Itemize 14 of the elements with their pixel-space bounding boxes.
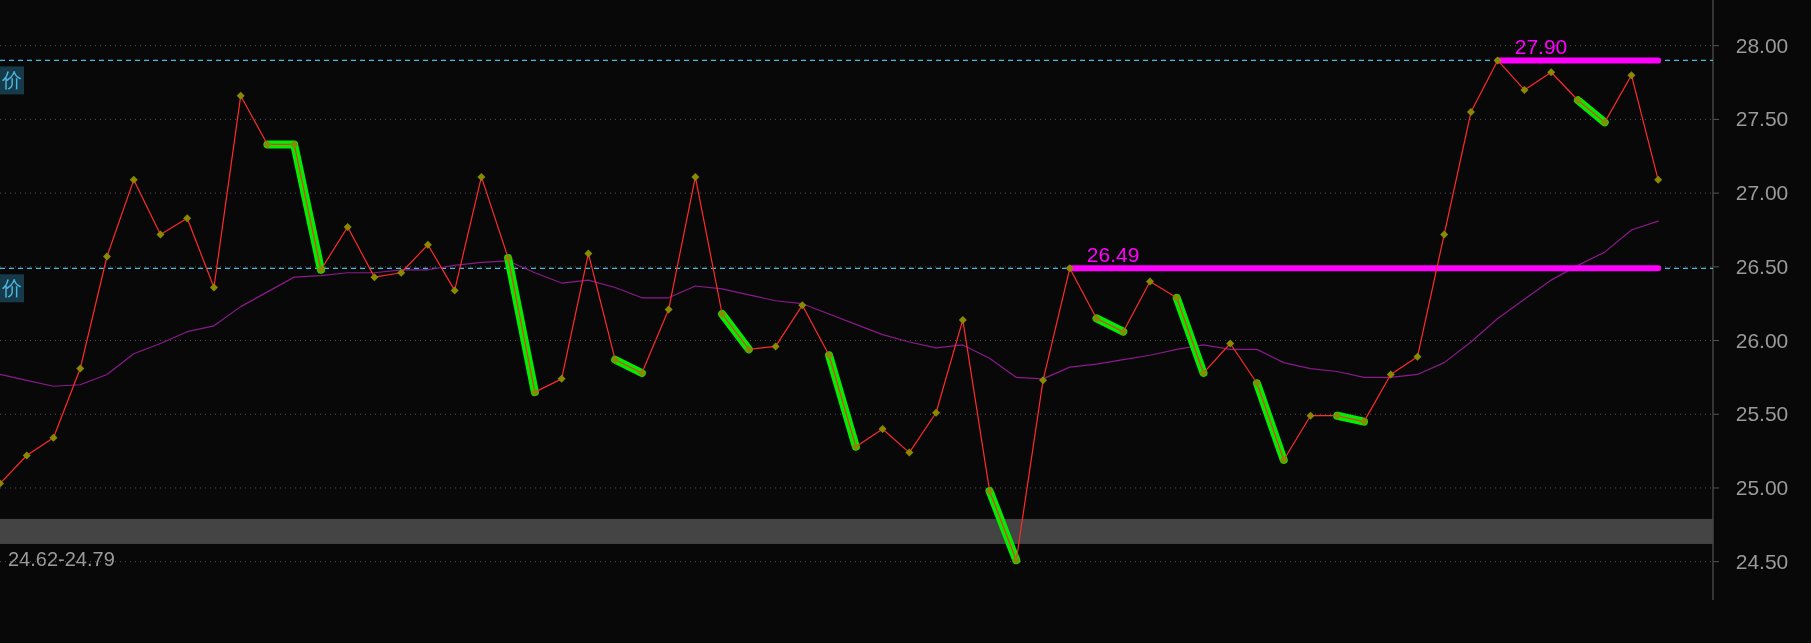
series-label: 26.49 xyxy=(1086,243,1140,267)
ref-line-label: 价 xyxy=(1,277,22,300)
y-tick-label: 28.00 xyxy=(1735,33,1789,57)
ref-line-label: 价 xyxy=(1,69,22,92)
ref-line: 价 xyxy=(0,59,1714,95)
series-label: 27.90 xyxy=(1514,35,1568,59)
y-tick-label: 27.50 xyxy=(1735,107,1789,131)
y-tick-label: 26.00 xyxy=(1735,328,1789,352)
y-tick-label: 25.00 xyxy=(1735,475,1789,499)
y-tick-label: 26.50 xyxy=(1735,254,1789,278)
band-label: 24.62-24.79 xyxy=(8,547,115,570)
y-tick-label: 25.50 xyxy=(1735,402,1789,426)
y-tick-label: 24.50 xyxy=(1735,549,1789,573)
y-tick-label: 27.00 xyxy=(1735,181,1789,205)
